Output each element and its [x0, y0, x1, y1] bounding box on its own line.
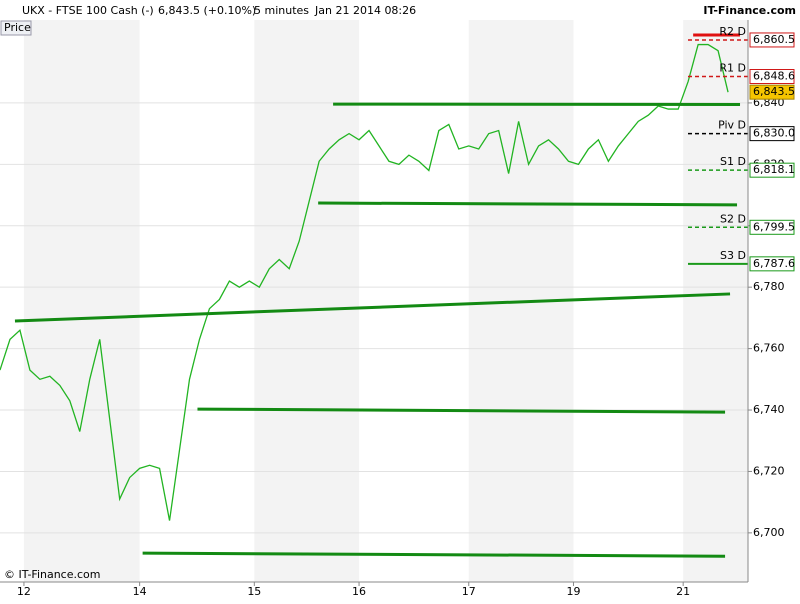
- x-tick-label: 14: [133, 585, 147, 598]
- pivot-name: R1 D: [719, 62, 746, 75]
- pivot-name: S2 D: [720, 212, 746, 225]
- pivot-label: 6,818.1: [753, 163, 795, 176]
- x-tick-label: 17: [462, 585, 476, 598]
- x-tick-label: 19: [566, 585, 580, 598]
- current-price-label: 6,843.5: [753, 85, 795, 98]
- pivot-name: S1 D: [720, 155, 746, 168]
- pivot-name: S3 D: [720, 249, 746, 262]
- panel-label: Price: [4, 21, 31, 34]
- x-tick-label: 21: [676, 585, 690, 598]
- y-tick-label: 6,760: [753, 342, 785, 355]
- y-tick-label: 6,720: [753, 464, 785, 477]
- pivot-label: 6,830.0: [753, 127, 795, 140]
- pivot-label: 6,799.5: [753, 220, 795, 233]
- brand: IT-Finance.com: [703, 4, 796, 17]
- copyright: © IT-Finance.com: [4, 568, 101, 581]
- y-tick-label: 6,700: [753, 526, 785, 539]
- pivot-label: 6,787.6: [753, 257, 795, 270]
- pivot-name: Piv D: [718, 119, 746, 132]
- pivot-name: R2 D: [719, 25, 746, 38]
- pivot-label: 6,848.6: [753, 70, 795, 83]
- y-tick-label: 6,740: [753, 403, 785, 416]
- x-tick-label: 12: [17, 585, 31, 598]
- day-band: [24, 20, 140, 582]
- chart-title: UKX - FTSE 100 Cash (-): [22, 4, 154, 17]
- y-tick-label: 6,780: [753, 280, 785, 293]
- timestamp: Jan 21 2014 08:26: [314, 4, 416, 17]
- last-price: 6,843.5 (+0.10%): [158, 4, 256, 17]
- interval: 5 minutes: [254, 4, 309, 17]
- trendline: [318, 203, 737, 205]
- x-tick-label: 16: [352, 585, 366, 598]
- pivot-label: 6,860.5: [753, 33, 795, 46]
- x-tick-label: 15: [247, 585, 261, 598]
